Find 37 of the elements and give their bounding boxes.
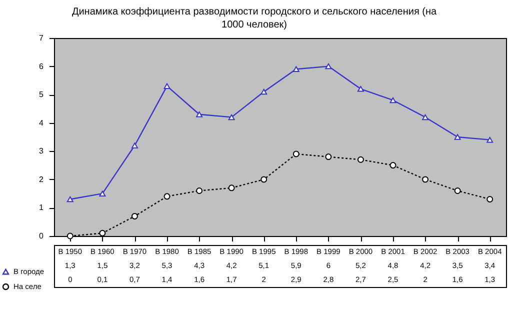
point (66, 232, 74, 240)
y-tick-label: 3 (39, 146, 44, 156)
point (260, 88, 268, 95)
y-tick-label: 4 (39, 118, 44, 128)
point (228, 114, 235, 120)
point (228, 184, 235, 192)
point (99, 190, 106, 196)
point (454, 188, 461, 194)
point (357, 156, 364, 163)
point (422, 114, 429, 120)
point (66, 196, 74, 202)
y-tick-label: 2 (39, 174, 44, 184)
point (357, 86, 364, 92)
point (99, 230, 106, 236)
point (196, 112, 203, 118)
point (390, 97, 396, 104)
point (131, 212, 138, 220)
y-tick-label: 6 (39, 62, 44, 71)
point (486, 136, 494, 143)
point (292, 150, 300, 158)
chart-title: Динамика коэффициента разводимости городского и сельского населения (на 1000 человек) (72, 6, 437, 30)
point (260, 176, 268, 183)
point (454, 134, 461, 140)
point (292, 66, 300, 72)
point (196, 188, 203, 194)
point (131, 142, 138, 148)
y-tick-label: 5 (39, 90, 44, 100)
point (422, 176, 429, 183)
y-tick-label: 7 (39, 34, 44, 42)
point (486, 196, 494, 202)
y-tick-label: 1 (39, 203, 44, 212)
point (164, 193, 170, 200)
y-tick-label: 0 (39, 232, 44, 240)
point (390, 162, 396, 169)
point (325, 63, 332, 70)
point (164, 83, 170, 89)
point (325, 154, 332, 160)
